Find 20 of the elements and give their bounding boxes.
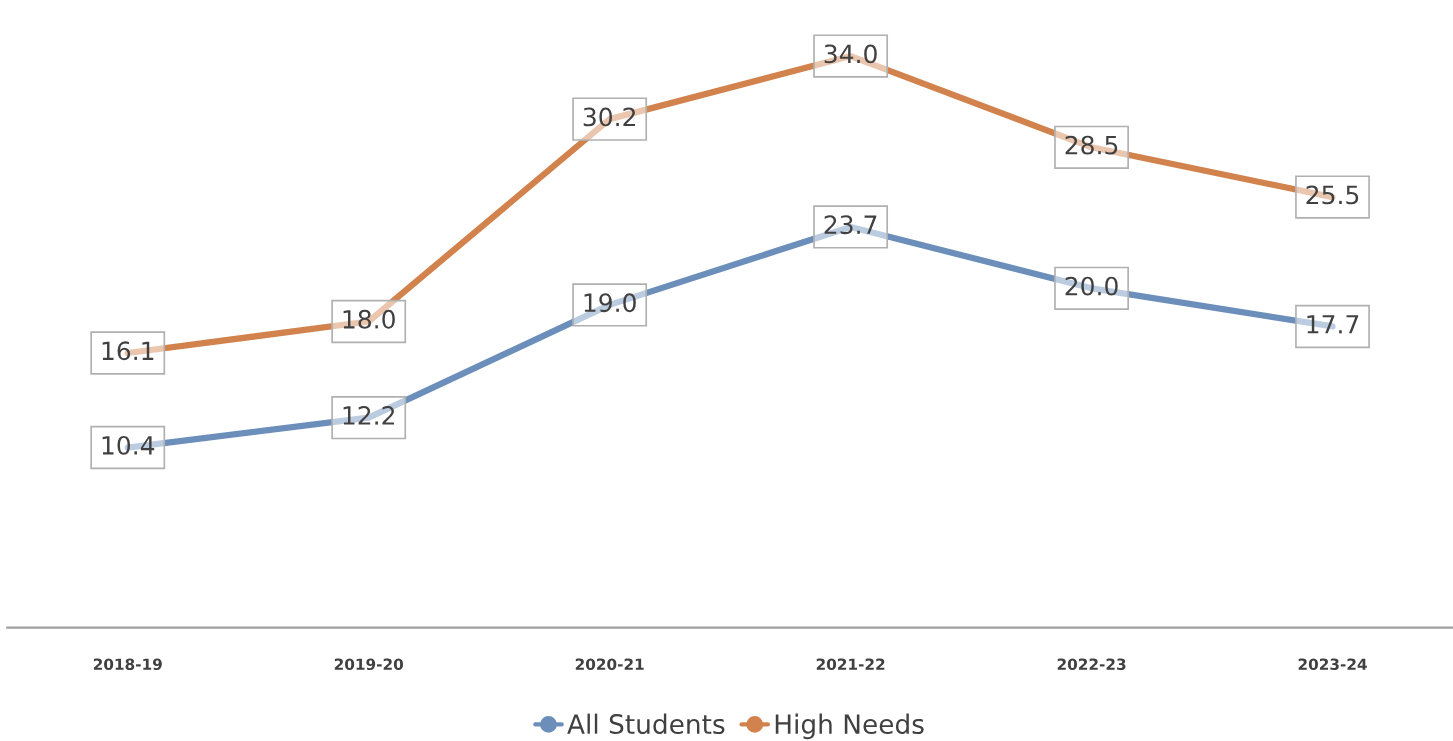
- legend-label: All Students: [567, 713, 725, 735]
- data-label: 28.5: [1065, 135, 1118, 155]
- data-label: 18.0: [343, 309, 395, 329]
- legend-label: High Needs: [775, 713, 924, 740]
- data-label: 17.7: [1307, 315, 1359, 334]
- data-label: 34.0: [824, 44, 877, 64]
- x-tick-label: 2019-20: [334, 658, 404, 671]
- data-label: 12.2: [343, 406, 395, 425]
- data-label: 25.5: [1306, 185, 1359, 205]
- x-tick-label: 2018-19: [93, 658, 162, 671]
- data-label: 10.4: [102, 435, 155, 455]
- data-label: 30.2: [583, 107, 635, 127]
- x-tick-label: 2021-22: [816, 658, 885, 671]
- data-label: 19.0: [584, 293, 636, 313]
- data-label: 20.0: [1065, 276, 1118, 296]
- x-tick-label: 2022-23: [1057, 658, 1126, 671]
- data-label: 23.7: [824, 215, 877, 235]
- x-tick-label: 2020-21: [575, 658, 644, 671]
- x-tick-label: 2023-24: [1298, 658, 1367, 671]
- data-label: 16.1: [102, 341, 154, 361]
